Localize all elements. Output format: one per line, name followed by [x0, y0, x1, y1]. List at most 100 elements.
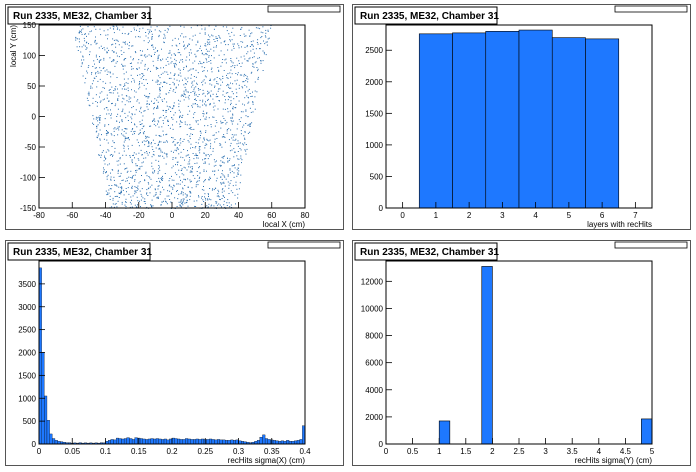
scatter-point — [240, 174, 242, 176]
scatter-point — [237, 172, 239, 174]
scatter-point — [230, 40, 231, 42]
scatter-point — [196, 104, 198, 106]
scatter-point — [117, 164, 119, 166]
scatter-point — [133, 27, 135, 29]
x-tick-label: 6 — [600, 211, 605, 220]
scatter-point — [158, 143, 159, 145]
scatter-point — [240, 117, 242, 119]
scatter-point — [155, 192, 157, 194]
scatter-point — [145, 79, 147, 81]
scatter-point — [182, 187, 184, 189]
scatter-point — [181, 192, 183, 194]
scatter-point — [148, 54, 150, 56]
scatter-point — [189, 135, 191, 137]
scatter-point — [210, 60, 212, 61]
scatter-point — [157, 57, 159, 59]
scatter-point — [131, 66, 133, 68]
scatter-point — [121, 101, 123, 103]
scatter-point — [238, 142, 240, 144]
chart-title: Run 2335, ME32, Chamber 31 — [360, 247, 499, 258]
scatter-point — [91, 73, 92, 75]
scatter-point — [118, 129, 120, 131]
scatter-point — [142, 115, 144, 117]
scatter-point — [147, 83, 148, 84]
scatter-point — [172, 90, 174, 92]
scatter-point — [151, 184, 153, 186]
scatter-point — [178, 68, 180, 70]
scatter-point — [201, 63, 203, 65]
scatter-point — [179, 176, 181, 178]
scatter-point — [247, 102, 249, 104]
scatter-point — [136, 68, 138, 70]
stats-box — [614, 5, 688, 13]
scatter-point — [248, 101, 250, 103]
scatter-point — [180, 138, 182, 140]
scatter-point — [216, 160, 217, 162]
y-tick-label: 2500 — [365, 46, 383, 55]
scatter-point — [238, 100, 240, 102]
scatter-point — [153, 171, 155, 173]
scatter-point — [148, 183, 150, 185]
scatter-point — [207, 44, 209, 46]
scatter-point — [110, 117, 112, 119]
scatter-point — [207, 39, 209, 41]
scatter-point — [195, 76, 197, 78]
scatter-point — [99, 115, 101, 116]
scatter-point — [182, 194, 184, 196]
scatter-point — [240, 29, 242, 30]
scatter-point — [107, 131, 109, 133]
scatter-point — [222, 195, 224, 197]
scatter-point — [181, 168, 183, 170]
x-tick-label: -20 — [133, 211, 145, 220]
scatter-point — [143, 133, 145, 135]
scatter-point — [140, 199, 142, 201]
scatter-point — [153, 123, 155, 125]
scatter-point — [203, 137, 205, 139]
scatter-point — [110, 178, 112, 180]
scatter-point — [195, 141, 197, 143]
scatter-point — [191, 81, 193, 83]
scatter-point — [216, 138, 218, 139]
scatter-point — [139, 168, 141, 170]
scatter-point — [260, 62, 262, 64]
scatter-point — [194, 92, 196, 94]
scatter-point — [224, 96, 226, 97]
scatter-point — [221, 189, 223, 191]
panel-local-xy: Run 2335, ME32, Chamber 31 -80 -60 -40 -20 0 2… — [5, 4, 344, 230]
scatter-point — [211, 84, 213, 86]
scatter-point — [189, 192, 191, 194]
scatter-point — [231, 170, 233, 172]
x-tick-label: 2 — [467, 211, 472, 220]
scatter-point — [113, 128, 115, 130]
scatter-point — [116, 25, 118, 27]
scatter-point — [210, 199, 212, 201]
scatter-point — [166, 110, 168, 111]
scatter-point — [212, 188, 214, 190]
y-tick-label: 2000 — [365, 78, 383, 87]
scatter-point — [256, 91, 258, 93]
scatter-point — [146, 103, 148, 105]
scatter-point — [126, 171, 128, 173]
scatter-point — [114, 65, 116, 67]
scatter-point — [171, 167, 173, 169]
scatter-point — [195, 121, 197, 123]
scatter-point — [137, 188, 139, 190]
scatter-point — [207, 198, 209, 200]
scatter-point — [187, 140, 189, 142]
scatter-point — [229, 182, 231, 184]
scatter-point — [148, 33, 150, 35]
scatter-point — [181, 203, 183, 205]
scatter-point — [151, 36, 153, 38]
scatter-point — [189, 179, 191, 181]
scatter-point — [195, 120, 197, 122]
scatter-point — [245, 109, 247, 111]
scatter-point — [246, 148, 248, 150]
scatter-point — [221, 173, 223, 175]
scatter-point — [179, 72, 181, 74]
scatter-point — [110, 76, 112, 78]
scatter-point — [190, 92, 192, 93]
scatter-point — [137, 141, 139, 143]
scatter-point — [262, 32, 264, 34]
scatter-point — [264, 43, 266, 45]
scatter-point — [237, 145, 239, 147]
